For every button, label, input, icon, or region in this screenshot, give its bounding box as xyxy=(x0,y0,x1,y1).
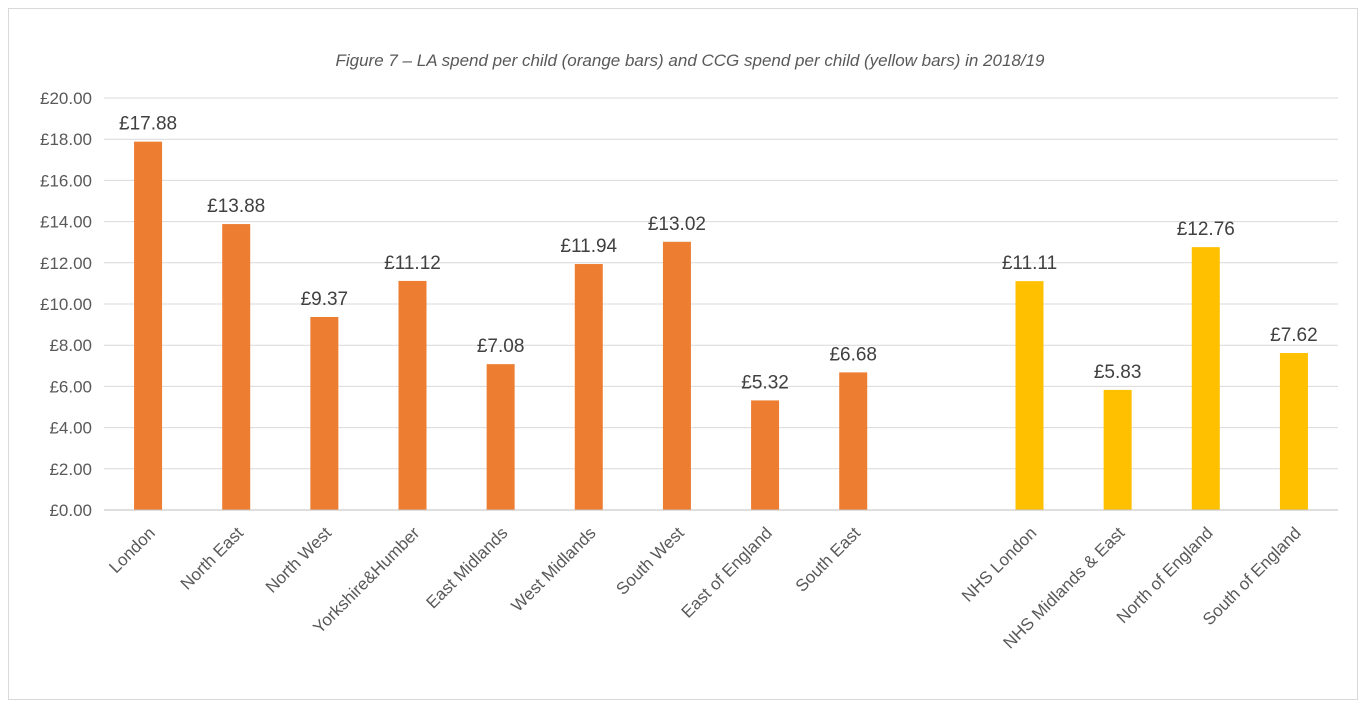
bar xyxy=(1279,353,1308,510)
bar xyxy=(662,241,691,510)
bar xyxy=(486,364,515,510)
category-label: East Midlands xyxy=(423,523,512,612)
y-axis-ticks: £0.00 £2.00 £4.00 £6.00 £8.00 £10.00 £12.00 £14… xyxy=(40,89,92,520)
bar xyxy=(1103,389,1132,510)
bar xyxy=(839,372,868,510)
category-label: NHS London xyxy=(958,523,1040,605)
y-tick-label: £2.00 xyxy=(49,460,92,479)
bar xyxy=(1015,281,1044,510)
bar xyxy=(310,316,339,510)
bar xyxy=(222,224,251,510)
y-tick-label: £16.00 xyxy=(40,171,92,190)
bar xyxy=(398,280,427,510)
y-tick-label: £18.00 xyxy=(40,130,92,149)
bar xyxy=(1191,247,1220,511)
data-label: £11.94 xyxy=(560,236,617,257)
category-label: North West xyxy=(262,523,336,597)
category-label: East of England xyxy=(678,523,776,621)
data-label: £12.76 xyxy=(1177,219,1235,240)
category-label: South East xyxy=(792,523,864,595)
y-tick-label: £0.00 xyxy=(49,501,92,520)
y-tick-label: £4.00 xyxy=(49,419,92,438)
data-label: £13.02 xyxy=(648,214,706,235)
y-tick-label: £8.00 xyxy=(49,336,92,355)
data-label: £5.32 xyxy=(741,372,789,393)
bar xyxy=(134,141,163,510)
data-label: £11.11 xyxy=(1002,253,1057,274)
bar xyxy=(574,264,603,510)
data-label: £6.68 xyxy=(829,344,877,365)
category-label: North of England xyxy=(1113,523,1217,627)
data-label: £7.62 xyxy=(1270,325,1318,346)
category-label: West Midlands xyxy=(508,523,600,615)
category-label: London xyxy=(105,523,159,577)
data-label: £11.12 xyxy=(384,253,441,274)
category-labels: London North East North WestYorkshire&Humb… xyxy=(105,523,1304,652)
category-label: North East xyxy=(177,523,247,593)
y-tick-label: £14.00 xyxy=(40,213,92,232)
category-label: South West xyxy=(612,523,688,599)
data-label: £9.37 xyxy=(301,289,349,310)
chart-title: Figure 7 – LA spend per child (orange ba… xyxy=(335,51,1045,70)
y-tick-label: £10.00 xyxy=(40,295,92,314)
category-label: South of England xyxy=(1199,523,1305,629)
bars xyxy=(134,141,1308,511)
data-labels: £17.88 £13.88 £9.37 £11.12 £7.08 £11.94 £13.02… xyxy=(119,114,1318,394)
y-tick-label: £20.00 xyxy=(40,89,92,108)
y-tick-label: £12.00 xyxy=(40,254,92,273)
y-tick-label: £6.00 xyxy=(49,377,92,396)
data-label: £17.88 xyxy=(119,114,177,135)
bar xyxy=(751,400,780,510)
data-label: £13.88 xyxy=(207,196,265,217)
data-label: £5.83 xyxy=(1094,362,1142,383)
data-label: £7.08 xyxy=(477,336,525,357)
gridlines xyxy=(104,97,1338,470)
